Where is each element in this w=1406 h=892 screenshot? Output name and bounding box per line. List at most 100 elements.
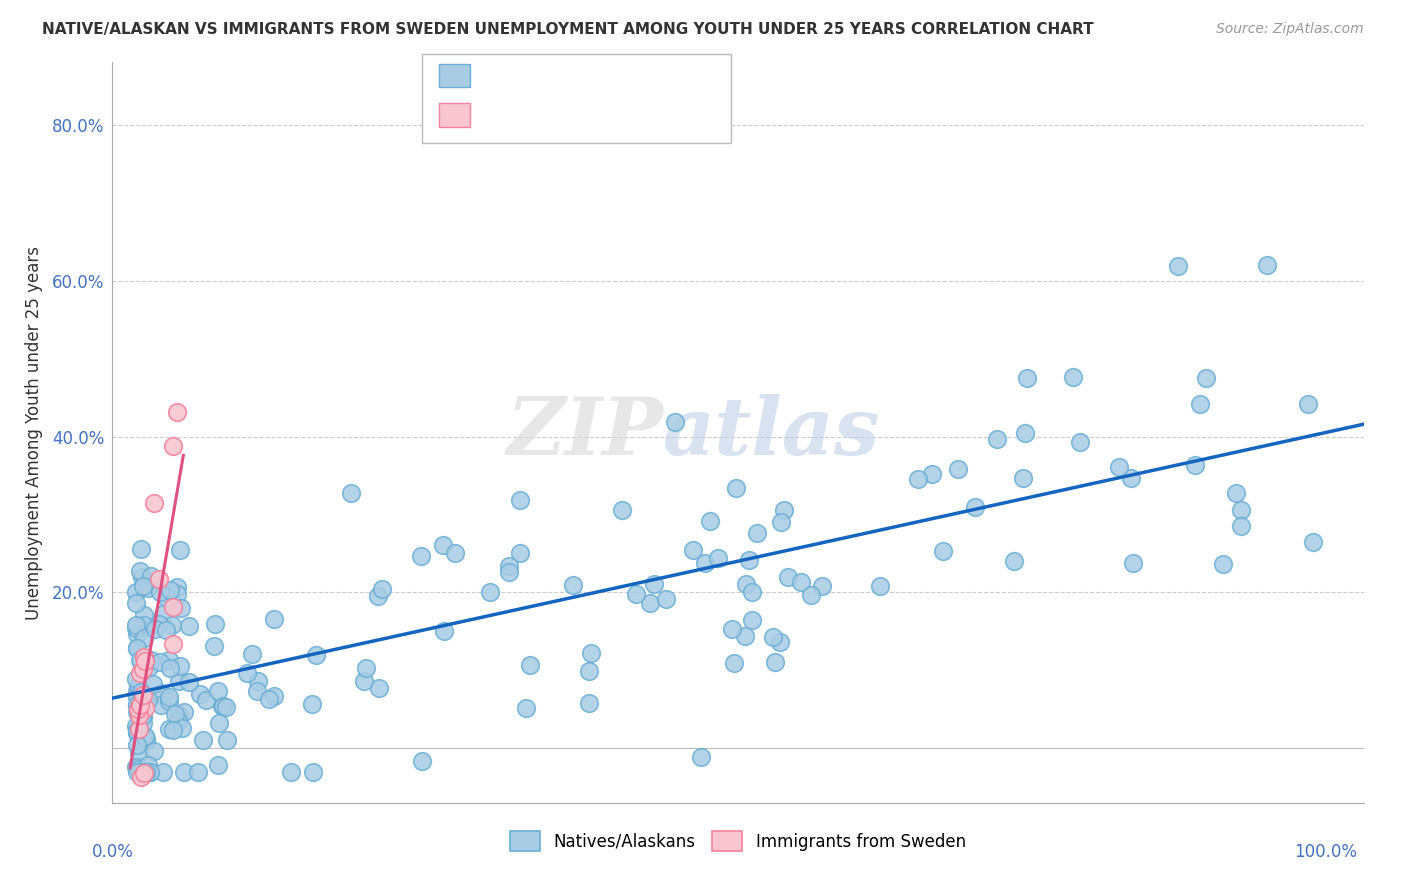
Point: [689, 750, 711, 764]
Point: [371, 582, 394, 597]
Point: [932, 543, 955, 558]
Point: [166, 405, 188, 419]
Point: [138, 660, 160, 674]
Point: [734, 577, 756, 591]
Point: [127, 723, 149, 738]
Point: [127, 760, 149, 774]
Point: [301, 697, 323, 711]
Point: [125, 698, 148, 712]
Point: [125, 738, 148, 752]
Point: [141, 569, 163, 583]
Text: 100.0%: 100.0%: [1294, 843, 1357, 861]
Point: [131, 709, 153, 723]
Point: [173, 705, 195, 719]
Point: [135, 764, 157, 779]
Point: [776, 570, 799, 584]
Text: NATIVE/ALASKAN VS IMMIGRANTS FROM SWEDEN UNEMPLOYMENT AMONG YOUTH UNDER 25 YEARS: NATIVE/ALASKAN VS IMMIGRANTS FROM SWEDEN…: [42, 22, 1094, 37]
Point: [134, 730, 156, 744]
Point: [411, 549, 433, 564]
Point: [202, 639, 225, 653]
Point: [129, 764, 152, 779]
Point: [125, 705, 148, 719]
Point: [167, 708, 190, 723]
Point: [263, 612, 285, 626]
Point: [257, 692, 280, 706]
Point: [157, 653, 180, 667]
Point: [129, 709, 152, 723]
Point: [169, 543, 191, 558]
Point: [207, 757, 229, 772]
Point: [800, 588, 823, 602]
Point: [1069, 434, 1091, 449]
Point: [340, 485, 363, 500]
Point: [610, 503, 633, 517]
Point: [125, 640, 148, 655]
Point: [1002, 554, 1025, 568]
Point: [152, 607, 174, 621]
Point: [132, 607, 155, 622]
Point: [134, 617, 156, 632]
Point: [139, 653, 162, 667]
Point: [132, 766, 155, 780]
Point: [136, 693, 159, 707]
Point: [129, 764, 152, 779]
Point: [1108, 460, 1130, 475]
Point: [208, 715, 231, 730]
Point: [127, 679, 149, 693]
Point: [1229, 519, 1251, 533]
Point: [762, 630, 785, 644]
Point: [723, 656, 745, 670]
Point: [134, 701, 156, 715]
Point: [236, 666, 259, 681]
Point: [811, 579, 834, 593]
Point: [1011, 471, 1033, 485]
Point: [948, 462, 970, 476]
Point: [172, 721, 194, 735]
Point: [869, 579, 891, 593]
Point: [578, 696, 600, 710]
Point: [132, 579, 155, 593]
Point: [444, 546, 467, 560]
Point: [125, 584, 148, 599]
Point: [131, 570, 153, 584]
Point: [159, 582, 181, 597]
Point: [433, 624, 456, 638]
Point: [125, 723, 148, 737]
Point: [217, 733, 239, 747]
Point: [135, 764, 157, 779]
Point: [305, 648, 328, 663]
Point: [963, 500, 986, 514]
Point: [135, 690, 157, 704]
Point: [478, 585, 501, 599]
Point: [143, 622, 166, 636]
Text: R = 0.459   N =  18: R = 0.459 N = 18: [478, 106, 654, 124]
Point: [770, 515, 793, 529]
Point: [139, 764, 162, 779]
Point: [1229, 503, 1251, 517]
Point: [187, 764, 209, 779]
Point: [509, 546, 531, 560]
Point: [127, 702, 149, 716]
Point: [160, 618, 183, 632]
Text: ZIP: ZIP: [506, 394, 664, 471]
Point: [134, 654, 156, 668]
Point: [907, 472, 929, 486]
Point: [1189, 397, 1212, 411]
Point: [921, 467, 943, 481]
Text: Source: ZipAtlas.com: Source: ZipAtlas.com: [1216, 22, 1364, 37]
Point: [769, 635, 792, 649]
Point: [1302, 535, 1324, 549]
Text: 0.0%: 0.0%: [91, 843, 134, 861]
Point: [148, 572, 170, 586]
Point: [1225, 486, 1247, 500]
Point: [1062, 370, 1084, 384]
Point: [157, 690, 180, 705]
Point: [519, 658, 541, 673]
Point: [515, 700, 537, 714]
Point: [624, 587, 647, 601]
Point: [655, 591, 678, 606]
Point: [664, 415, 686, 429]
Point: [173, 764, 195, 779]
Point: [127, 762, 149, 776]
Point: [128, 746, 150, 760]
